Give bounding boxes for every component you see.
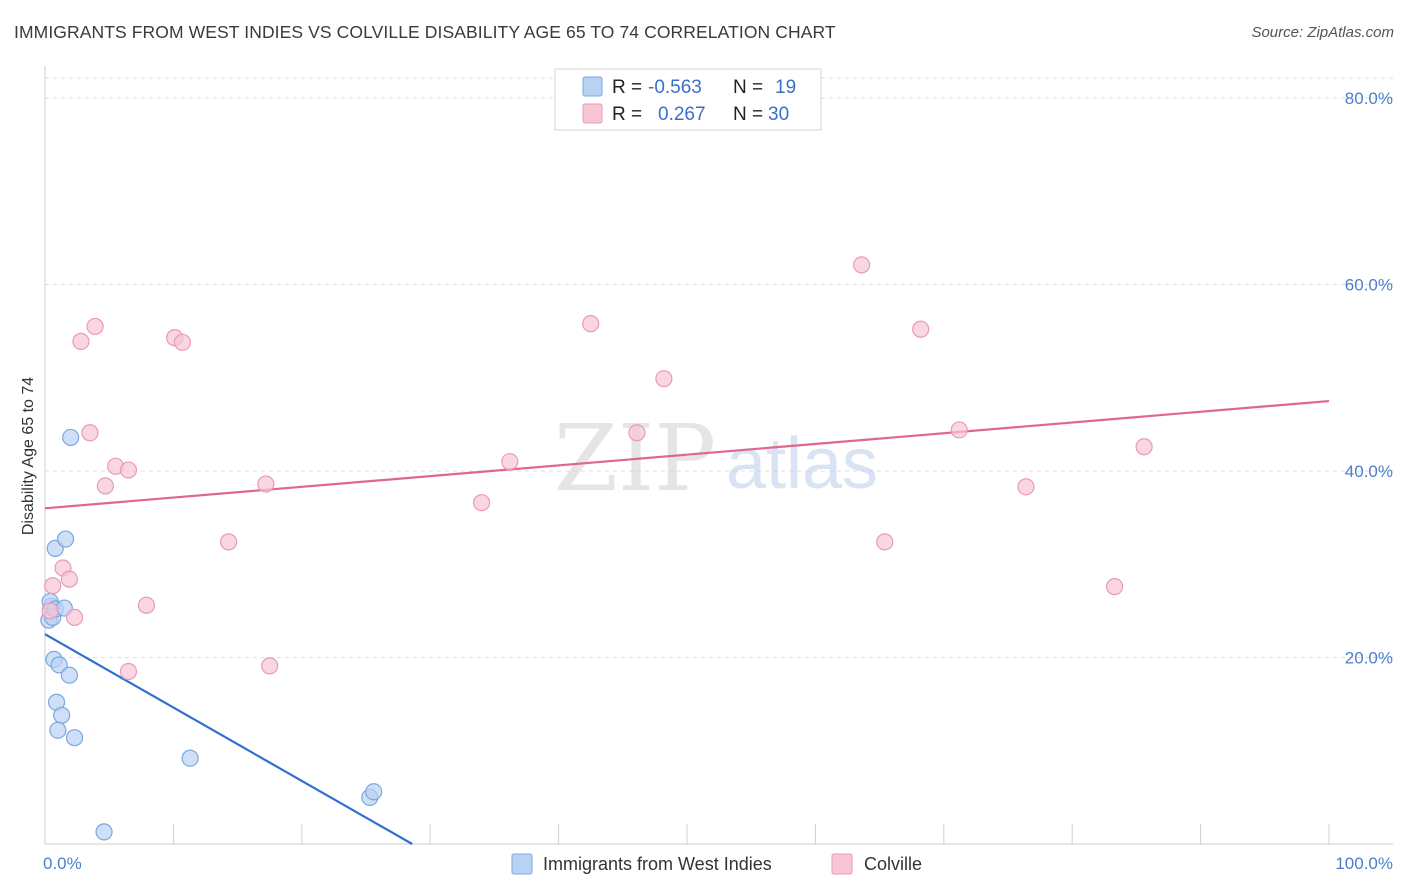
trend-line-pink xyxy=(44,399,1330,510)
point-pink xyxy=(119,461,138,479)
legend-n-label-1: N = xyxy=(733,77,763,98)
grid-lines xyxy=(45,77,1393,658)
point-blue xyxy=(53,706,71,724)
watermark-atlas: atlas xyxy=(726,424,878,504)
point-blue xyxy=(95,823,113,841)
point-pink xyxy=(472,494,491,512)
y-tick-label: 60.0% xyxy=(1345,275,1393,294)
legend-swatch-blue xyxy=(582,76,603,97)
point-blue xyxy=(181,749,199,767)
series-legend-swatch-blue xyxy=(511,853,533,875)
legend-n-value-2: 30 xyxy=(768,104,789,125)
legend-r-value-1: -0.563 xyxy=(648,77,702,98)
point-pink xyxy=(137,596,156,614)
point-pink xyxy=(261,657,279,675)
point-blue xyxy=(49,721,67,739)
axes xyxy=(44,66,1393,845)
point-blue xyxy=(365,783,383,801)
point-blue xyxy=(60,666,78,684)
point-pink xyxy=(173,333,191,351)
point-blue xyxy=(50,656,68,674)
tick-labels: 20.0% 40.0% 60.0% 80.0% 0.0% 100.0% xyxy=(43,89,1393,873)
point-pink xyxy=(582,315,600,333)
legend-n-value-1: 19 xyxy=(775,77,796,98)
y-tick-label: 40.0% xyxy=(1345,462,1393,481)
legend-r-label-2: R = xyxy=(612,104,642,125)
point-pink xyxy=(853,256,871,274)
point-pink xyxy=(1135,438,1153,456)
point-pink xyxy=(1017,478,1035,496)
legend-box: R = -0.563 N = 19 R = 0.267 N = 30 xyxy=(554,68,822,131)
watermark: ZIP atlas xyxy=(554,405,878,512)
point-pink xyxy=(501,453,519,471)
point-pink xyxy=(119,662,138,681)
point-blue xyxy=(62,428,80,447)
series-legend-label-1: Immigrants from West Indies xyxy=(543,854,772,874)
y-axis-label: Disability Age 65 to 74 xyxy=(20,377,37,535)
point-pink xyxy=(220,533,238,551)
legend-r-label-1: R = xyxy=(612,77,642,98)
point-pink xyxy=(44,577,62,595)
point-pink xyxy=(1105,578,1124,596)
legend-r-value-2: 0.267 xyxy=(658,104,706,125)
point-blue xyxy=(65,729,84,747)
y-tick-label: 20.0% xyxy=(1345,648,1393,667)
series-legend: Immigrants from West Indies Colville xyxy=(511,853,922,875)
legend-swatch-pink xyxy=(582,103,603,124)
point-blue xyxy=(56,530,75,548)
legend-n-label-2: N = xyxy=(733,104,763,125)
point-pink xyxy=(876,533,894,551)
point-pink xyxy=(41,602,59,620)
point-pink xyxy=(655,370,673,388)
source-label: Source: ZipAtlas.com xyxy=(1251,24,1394,41)
x-tick-label-min: 0.0% xyxy=(43,854,82,873)
point-pink xyxy=(60,570,78,588)
y-tick-label: 80.0% xyxy=(1345,89,1393,108)
point-pink xyxy=(96,477,114,495)
point-pink xyxy=(950,421,968,439)
point-pink xyxy=(912,320,930,338)
series-legend-swatch-pink xyxy=(831,853,853,875)
x-tick-label-max: 100.0% xyxy=(1335,854,1393,873)
trend-line-blue xyxy=(44,633,413,845)
series-legend-label-2: Colville xyxy=(864,854,922,874)
point-pink xyxy=(81,424,99,442)
chart-title: IMMIGRANTS FROM WEST INDIES VS COLVILLE … xyxy=(14,22,836,42)
point-pink xyxy=(257,475,275,493)
point-pink xyxy=(72,332,90,350)
point-pink xyxy=(65,608,84,626)
point-pink xyxy=(628,424,646,442)
trend-lines xyxy=(44,399,1330,845)
point-pink xyxy=(86,317,104,336)
data-points xyxy=(40,256,1153,841)
